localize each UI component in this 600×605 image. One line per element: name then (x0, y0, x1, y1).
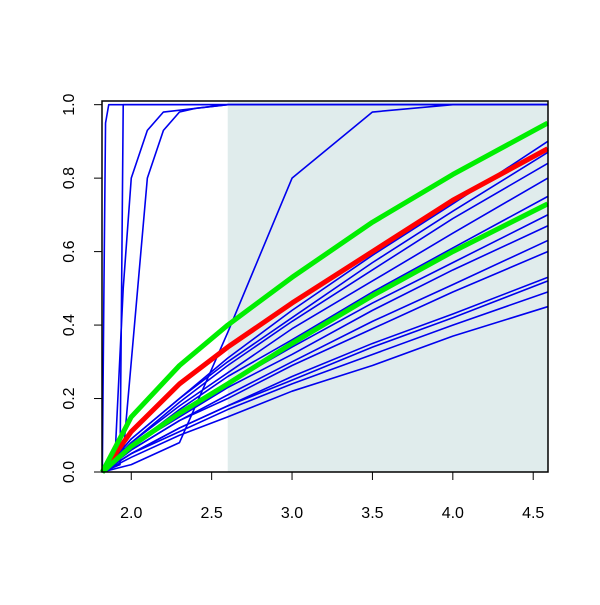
y-tick-label: 0.6 (61, 240, 78, 262)
series-line (101, 162, 549, 473)
x-tick-label: 3.5 (361, 505, 383, 522)
series-line (100, 146, 549, 474)
series-line (102, 103, 548, 473)
series-line (101, 140, 549, 473)
y-tick-label: 1.0 (61, 93, 78, 115)
x-tick-label: 4.0 (442, 505, 464, 522)
x-tick-label: 2.0 (120, 505, 142, 522)
x-tick-label: 4.5 (522, 505, 544, 522)
y-tick-label: 0.4 (61, 314, 78, 336)
y-tick-label: 0.0 (61, 461, 78, 483)
series-line (101, 305, 548, 473)
series-line (101, 239, 549, 473)
y-tick-label: 0.2 (61, 387, 78, 409)
y-tick-label: 0.8 (61, 167, 78, 189)
x-tick-label: 2.5 (201, 505, 223, 522)
series-line (100, 120, 549, 474)
series-line (100, 201, 549, 474)
x-tick-label: 3.0 (281, 505, 303, 522)
series-line (101, 276, 548, 473)
